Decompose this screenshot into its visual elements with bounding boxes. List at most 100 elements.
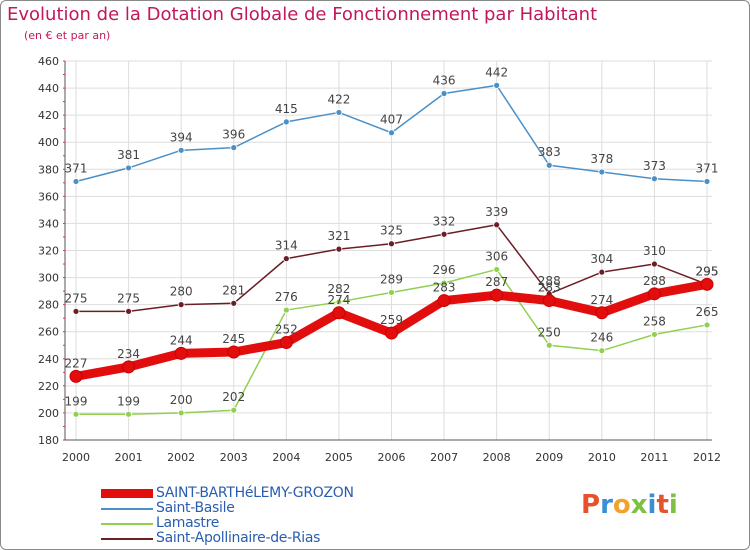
data-label: 202 [222, 390, 245, 404]
legend-item: SAINT-BARTHéLEMY-GROZON [101, 486, 354, 501]
x-tick-label: 2008 [483, 451, 511, 464]
data-label: 396 [222, 128, 245, 142]
y-tick-label: 420 [38, 109, 59, 122]
data-point [598, 347, 606, 355]
y-tick-label: 340 [38, 217, 59, 230]
chart-title: Evolution de la Dotation Globale de Fonc… [7, 4, 598, 25]
data-point [647, 287, 661, 301]
logo-letter: i [647, 490, 657, 520]
x-tick-label: 2004 [272, 451, 300, 464]
data-label: 442 [485, 65, 508, 79]
legend-item: Saint-Basile [101, 501, 354, 516]
x-tick-label: 2009 [535, 451, 563, 464]
legend-item: Lamastre [101, 516, 354, 531]
data-label: 281 [222, 283, 245, 297]
data-point [227, 345, 241, 359]
data-label: 373 [643, 159, 666, 173]
data-point [493, 266, 501, 273]
x-tick-label: 2002 [167, 451, 195, 464]
legend-label: Saint-Apollinaire-de-Rias [156, 530, 321, 546]
data-point [703, 321, 711, 329]
data-point [177, 409, 185, 417]
data-point [72, 178, 80, 185]
x-tick-label: 2006 [378, 451, 406, 464]
logo-letter: t [656, 490, 669, 520]
data-label: 371 [696, 161, 719, 175]
data-label: 339 [485, 205, 508, 219]
legend-swatch [101, 522, 153, 525]
data-point [700, 277, 714, 291]
data-point [598, 268, 606, 276]
logo-letter: i [668, 490, 678, 520]
data-label: 250 [538, 325, 561, 339]
legend-swatch [101, 489, 153, 498]
logo-letter: o [612, 490, 631, 520]
data-point [490, 288, 504, 302]
data-point [230, 406, 238, 414]
data-label: 234 [117, 347, 140, 361]
data-point [282, 255, 290, 263]
data-point [125, 410, 132, 418]
data-label: 383 [538, 145, 561, 159]
data-point [388, 289, 395, 296]
y-tick-label: 200 [38, 407, 59, 420]
data-point [177, 146, 185, 154]
data-label: 378 [590, 152, 613, 166]
data-point [122, 360, 136, 374]
line-chart: 180 200 220 240 260 280 300 320 340 360 380 400 420 4… [38, 55, 721, 464]
data-label: 296 [433, 263, 456, 277]
data-point [72, 308, 80, 315]
data-point [545, 161, 553, 169]
data-point [493, 81, 501, 89]
data-point [703, 178, 711, 185]
legend-swatch [101, 507, 153, 510]
data-point [230, 144, 238, 152]
data-label: 245 [222, 332, 245, 346]
data-label: 199 [65, 394, 88, 408]
data-point [542, 294, 556, 308]
data-label: 200 [170, 393, 193, 407]
x-tick-label: 2005 [325, 451, 353, 464]
data-label: 265 [696, 305, 719, 319]
data-label: 394 [170, 130, 193, 144]
data-label: 371 [65, 161, 88, 175]
data-point [335, 245, 343, 253]
y-tick-label: 400 [38, 136, 59, 149]
data-point [335, 109, 343, 116]
x-tick-label: 2003 [220, 451, 248, 464]
y-tick-label: 460 [38, 55, 59, 68]
data-point [282, 306, 290, 314]
data-label: 314 [275, 239, 298, 253]
data-point [437, 294, 451, 308]
y-tick-label: 440 [38, 82, 59, 95]
data-point [598, 168, 606, 176]
y-tick-label: 180 [38, 434, 59, 447]
data-label: 436 [433, 73, 456, 87]
y-tick-label: 300 [38, 272, 59, 285]
data-label: 274 [327, 293, 350, 307]
data-label: 415 [275, 102, 298, 116]
data-point [282, 118, 290, 126]
data-point [595, 306, 609, 320]
legend-label: Saint-Basile [156, 500, 235, 516]
data-point [651, 331, 658, 338]
data-label: 287 [485, 275, 508, 289]
proxiti-logo: Proxiti [581, 490, 678, 520]
data-point [493, 221, 501, 229]
data-point [385, 326, 398, 340]
data-point [440, 279, 448, 287]
data-point [651, 175, 658, 183]
data-point [177, 301, 185, 309]
legend-label: Lamastre [156, 515, 220, 531]
data-point [388, 240, 395, 248]
y-tick-label: 380 [38, 163, 59, 176]
chart-subtitle: (en € et par an) [24, 29, 111, 42]
data-point [332, 306, 346, 320]
x-tick-label: 2010 [588, 451, 616, 464]
x-tick-label: 2001 [115, 451, 143, 464]
x-tick-label: 2012 [693, 451, 721, 464]
x-tick-label: 2000 [62, 451, 90, 464]
y-tick-label: 320 [38, 245, 59, 258]
data-label: 422 [327, 92, 350, 106]
